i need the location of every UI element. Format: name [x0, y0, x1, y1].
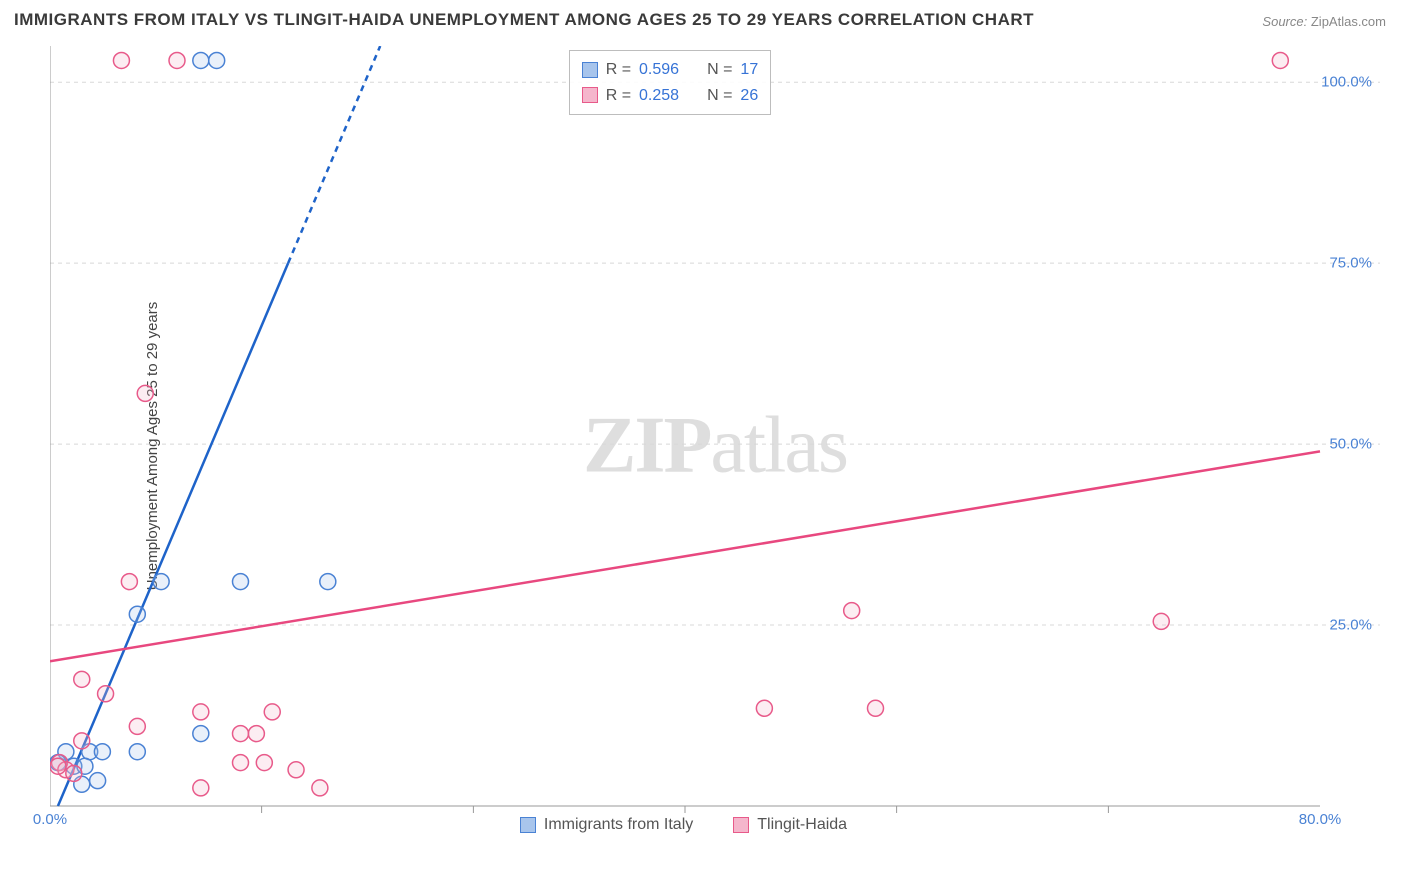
data-point [153, 574, 169, 590]
data-point [1272, 52, 1288, 68]
data-point [256, 755, 272, 771]
data-point [756, 700, 772, 716]
legend-swatch [520, 817, 536, 833]
stat-n-value: 26 [740, 83, 758, 109]
stat-r-value: 0.596 [639, 57, 679, 83]
data-point [248, 726, 264, 742]
data-point [129, 606, 145, 622]
data-point [169, 52, 185, 68]
stat-n-value: 17 [740, 57, 758, 83]
data-point [121, 574, 137, 590]
data-point [66, 765, 82, 781]
data-point [50, 758, 66, 774]
data-point [129, 718, 145, 734]
y-tick-label: 25.0% [1329, 617, 1372, 634]
data-point [74, 671, 90, 687]
data-point [288, 762, 304, 778]
data-point [193, 52, 209, 68]
stats-box: R = 0.596 N = 17 R = 0.258 N = 26 [569, 50, 772, 115]
stats-row: R = 0.596 N = 17 [582, 57, 759, 83]
data-point [844, 603, 860, 619]
stat-n-label: N = [707, 83, 732, 109]
data-point [233, 726, 249, 742]
data-point [868, 700, 884, 716]
bottom-legend: Immigrants from Italy Tlingit-Haida [520, 816, 877, 834]
data-point [129, 744, 145, 760]
y-tick-label: 100.0% [1321, 74, 1372, 91]
trend-line-extension [288, 46, 380, 263]
source-attribution: Source: ZipAtlas.com [1262, 14, 1386, 29]
legend-swatch [582, 87, 598, 103]
data-point [233, 755, 249, 771]
data-point [90, 773, 106, 789]
y-tick-label: 50.0% [1329, 436, 1372, 453]
stat-r-value: 0.258 [639, 83, 679, 109]
data-point [193, 704, 209, 720]
data-point [113, 52, 129, 68]
data-point [193, 780, 209, 796]
data-point [320, 574, 336, 590]
legend-label: Immigrants from Italy [544, 816, 693, 834]
stat-r-label: R = [606, 83, 631, 109]
data-point [74, 733, 90, 749]
data-point [94, 744, 110, 760]
chart-title: IMMIGRANTS FROM ITALY VS TLINGIT-HAIDA U… [14, 10, 1034, 30]
data-point [137, 385, 153, 401]
x-tick-label: 80.0% [1299, 811, 1342, 828]
legend-item: Tlingit-Haida [733, 816, 847, 834]
stats-row: R = 0.258 N = 26 [582, 83, 759, 109]
y-tick-label: 75.0% [1329, 255, 1372, 272]
data-point [1153, 613, 1169, 629]
scatter-plot: ZIPatlas 25.0%50.0%75.0%100.0%0.0%80.0%R… [50, 46, 1380, 846]
source-value: ZipAtlas.com [1311, 14, 1386, 29]
data-point [233, 574, 249, 590]
data-point [264, 704, 280, 720]
legend-item: Immigrants from Italy [520, 816, 693, 834]
data-point [193, 726, 209, 742]
legend-swatch [582, 62, 598, 78]
data-point [312, 780, 328, 796]
x-tick-label: 0.0% [33, 811, 67, 828]
data-point [98, 686, 114, 702]
stat-n-label: N = [707, 57, 732, 83]
data-point [209, 52, 225, 68]
trend-line [50, 451, 1320, 661]
source-label: Source: [1262, 14, 1307, 29]
legend-swatch [733, 817, 749, 833]
stat-r-label: R = [606, 57, 631, 83]
trend-line [58, 263, 288, 806]
legend-label: Tlingit-Haida [757, 816, 847, 834]
